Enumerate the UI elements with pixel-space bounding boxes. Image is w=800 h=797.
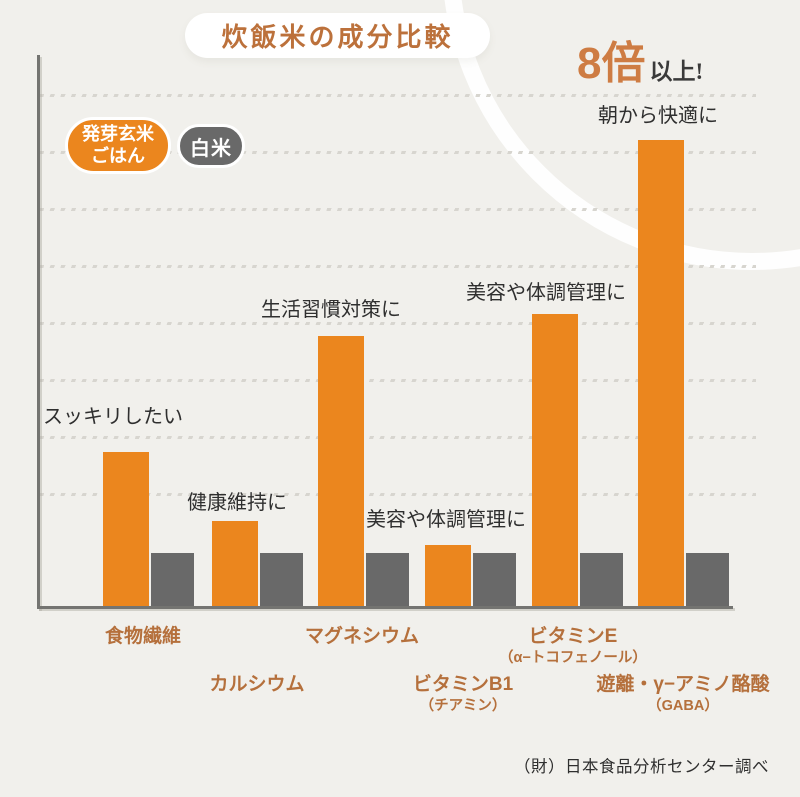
category-label-sub: （α−トコフェノール） xyxy=(499,649,647,666)
y-axis xyxy=(37,55,40,609)
bar-white-rice-1 xyxy=(151,553,194,606)
x-axis xyxy=(37,606,733,609)
bar-brown-rice-3 xyxy=(318,336,364,606)
category-label-main: ビタミンB1 xyxy=(412,674,514,695)
category-label-6: 遊離・γ−アミノ酪酸 （GABA） xyxy=(596,674,769,717)
category-label-sub: （チアミン） xyxy=(419,697,507,714)
category-label-2: カルシウム xyxy=(209,674,304,696)
gridline xyxy=(40,94,756,97)
category-label-sub: （GABA） xyxy=(647,697,719,714)
bar-annotation-2: 健康維持に xyxy=(187,492,287,514)
ratio-callout-value: 8倍 xyxy=(577,39,646,88)
bar-annotation-5: 美容や体調管理に xyxy=(466,282,626,304)
bar-annotation-6: 朝から快適に xyxy=(598,105,718,127)
bar-white-rice-6 xyxy=(686,553,729,606)
legend-brown-rice-line1: 発芽玄米 xyxy=(82,123,154,144)
category-label-1: 食物繊維 xyxy=(105,626,181,648)
gridline xyxy=(40,379,756,382)
gridline xyxy=(40,322,756,325)
bar-brown-rice-1 xyxy=(103,452,149,606)
bar-brown-rice-5 xyxy=(532,314,578,606)
legend-brown-rice-line2: ごはん xyxy=(91,145,145,166)
gridline xyxy=(40,436,756,439)
data-source-note: （財）日本食品分析センター調べ xyxy=(514,758,769,776)
bar-brown-rice-6 xyxy=(638,140,684,606)
bar-white-rice-3 xyxy=(366,553,409,606)
gridline xyxy=(40,265,756,268)
bar-brown-rice-4 xyxy=(425,545,471,606)
category-label-main: 食物繊維 xyxy=(104,626,182,647)
category-label-main: 遊離・γ−アミノ酪酸 xyxy=(596,674,770,695)
category-label-3: マグネシウム xyxy=(305,626,419,648)
gridline xyxy=(40,493,756,496)
category-label-main: カルシウム xyxy=(209,674,305,695)
category-label-4: ビタミンB1 （チアミン） xyxy=(413,674,513,717)
category-label-main: ビタミンE xyxy=(528,626,618,647)
gridline xyxy=(40,151,756,154)
bar-annotation-4: 美容や体調管理に xyxy=(366,509,526,531)
bar-annotation-1: スッキリしたい xyxy=(43,406,183,428)
bar-white-rice-2 xyxy=(260,553,303,606)
category-label-5: ビタミンE （α−トコフェノール） xyxy=(499,626,647,669)
bar-brown-rice-2 xyxy=(212,521,258,606)
legend-brown-rice: 発芽玄米 ごはん xyxy=(65,117,171,174)
bar-annotation-3: 生活習慣対策に xyxy=(261,299,401,321)
chart-title: 炊飯米の成分比較 xyxy=(221,22,454,52)
gridline xyxy=(40,208,756,211)
bar-white-rice-5 xyxy=(580,553,623,606)
category-label-main: マグネシウム xyxy=(304,626,420,647)
legend-white-rice-label: 白米 xyxy=(190,137,232,160)
legend-white-rice: 白米 xyxy=(177,124,245,168)
ratio-callout-suffix: 以上! xyxy=(649,59,704,84)
ratio-callout: 8倍 以上! xyxy=(577,42,703,86)
chart-title-pill: 炊飯米の成分比較 xyxy=(185,13,490,58)
bar-white-rice-4 xyxy=(473,553,516,606)
